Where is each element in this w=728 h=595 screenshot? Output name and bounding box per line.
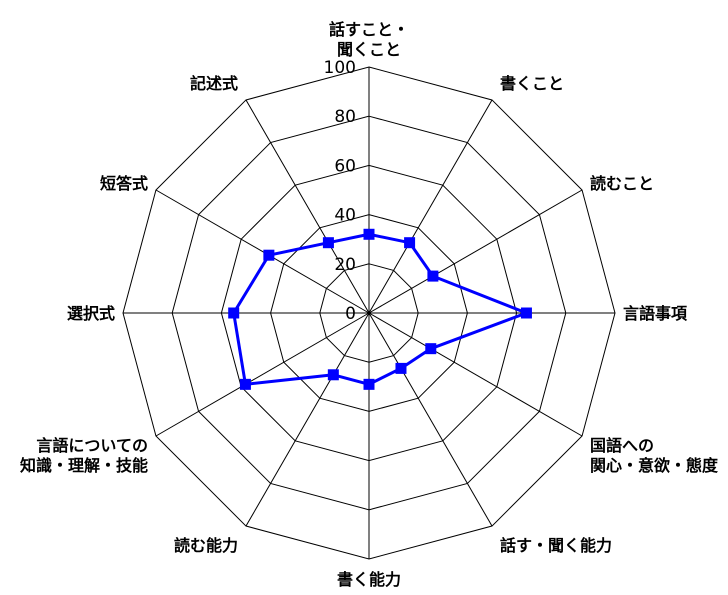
data-point xyxy=(520,307,532,319)
axis-label: 国語への関心・意欲・態度 xyxy=(590,436,719,475)
axis-label-line: 言語事項 xyxy=(623,304,688,323)
axis-label-line: 書く能力 xyxy=(337,570,401,589)
axis-label: 話すこと・聞くこと xyxy=(329,20,409,59)
data-point xyxy=(228,307,240,319)
data-point xyxy=(363,378,375,390)
data-point xyxy=(327,369,339,381)
radar-grid xyxy=(122,66,616,560)
axis-spoke xyxy=(368,312,583,437)
axis-label-line: 知識・理解・技能 xyxy=(20,456,148,475)
axis-label-line: 話すこと・ xyxy=(329,20,409,39)
axis-label-line: 言語についての xyxy=(36,436,148,455)
axis-label-line: 選択式 xyxy=(67,304,115,323)
radial-tick-labels: 0 20 40 60 80 100 xyxy=(324,58,356,324)
axis-label: 書く能力 xyxy=(337,570,401,589)
axis-label-line: 書くこと xyxy=(500,74,564,93)
axis-spoke xyxy=(368,189,583,314)
data-point xyxy=(404,237,416,249)
axis-label: 言語事項 xyxy=(623,304,688,323)
axis-spoke xyxy=(245,99,370,314)
axis-label: 話す・聞く能力 xyxy=(500,536,612,555)
axis-label: 言語についての知識・理解・技能 xyxy=(20,436,148,475)
axis-label-line: 短答式 xyxy=(100,174,148,193)
tick-label: 60 xyxy=(334,156,356,176)
axis-spoke xyxy=(368,312,493,527)
axis-label: 読む能力 xyxy=(174,536,238,555)
axis-spoke xyxy=(368,99,493,314)
tick-label: 0 xyxy=(345,304,356,324)
axis-label-line: 読む能力 xyxy=(174,536,238,555)
tick-label: 100 xyxy=(324,58,356,78)
data-point xyxy=(263,249,275,261)
axis-spoke xyxy=(245,312,370,527)
data-point xyxy=(322,237,334,249)
tick-label: 40 xyxy=(334,206,356,226)
data-point xyxy=(239,378,251,390)
data-series xyxy=(228,228,532,390)
axis-label-line: 読むこと xyxy=(590,174,654,193)
series-line xyxy=(232,232,528,386)
tick-label: 20 xyxy=(334,255,356,275)
axis-label: 選択式 xyxy=(67,304,115,323)
axis-label-line: 聞くこと xyxy=(337,40,401,59)
data-point xyxy=(425,343,437,355)
axis-label: 読むこと xyxy=(590,174,654,193)
axis-labels: 話すこと・聞くこと書くこと読むこと言語事項国語への関心・意欲・態度話す・聞く能力… xyxy=(20,20,719,589)
axis-spoke xyxy=(155,189,370,314)
axis-label-line: 国語への xyxy=(590,436,654,455)
axis-label-line: 記述式 xyxy=(190,74,238,93)
data-point xyxy=(363,228,375,240)
tick-label: 80 xyxy=(334,107,356,127)
axis-label: 短答式 xyxy=(100,174,148,193)
axis-label: 書くこと xyxy=(500,74,564,93)
axis-label-line: 話す・聞く能力 xyxy=(500,536,612,555)
axis-label: 記述式 xyxy=(190,74,238,93)
axis-label-line: 関心・意欲・態度 xyxy=(590,456,719,475)
data-point xyxy=(427,270,439,282)
data-point xyxy=(395,362,407,374)
axis-spoke xyxy=(155,312,370,437)
